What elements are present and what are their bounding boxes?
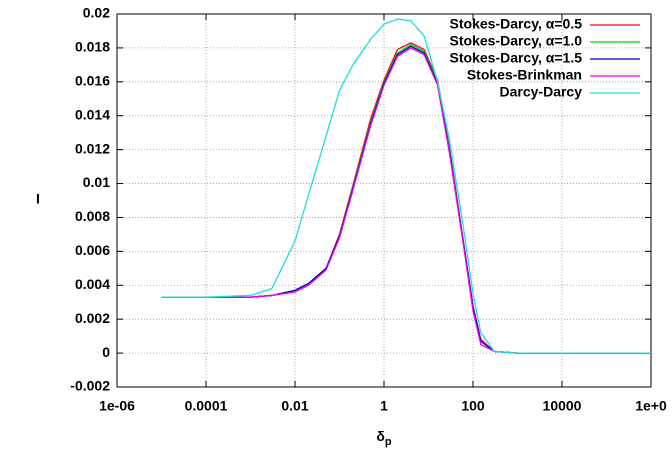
y-tick-label: -0.002 — [70, 378, 110, 394]
legend-label: Darcy-Darcy — [500, 84, 583, 100]
y-tick-label: 0.012 — [75, 140, 110, 156]
y-tick-label: 0.008 — [75, 208, 110, 224]
legend-label: Stokes-Darcy, α=1.5 — [450, 50, 583, 66]
x-axis-label-sub: p — [385, 436, 392, 448]
series-line — [161, 18, 651, 354]
y-tick-label: 0.014 — [75, 106, 110, 122]
x-tick-label: 1e+0 — [635, 398, 667, 414]
y-tick-label: 0.01 — [83, 174, 110, 190]
y-tick-label: 0.004 — [75, 276, 110, 292]
y-tick-label: 0.002 — [75, 310, 110, 326]
legend-label: Stokes-Brinkman — [467, 67, 582, 83]
x-tick-label: 10000 — [543, 398, 582, 414]
x-tick-label: 100 — [461, 398, 485, 414]
x-axis-label-main: δ — [376, 428, 385, 444]
y-tick-label: 0.018 — [75, 39, 110, 55]
x-tick-label: 1e-06 — [99, 398, 135, 414]
x-tick-label: 0.01 — [281, 398, 308, 414]
y-axis-label: I — [36, 191, 40, 207]
x-axis-label: δp — [376, 428, 392, 448]
y-tick-label: 0 — [102, 344, 110, 360]
y-tick-label: 0.02 — [83, 5, 110, 21]
x-tick-label: 1 — [380, 398, 388, 414]
x-tick-label: 0.0001 — [185, 398, 228, 414]
y-tick-label: 0.006 — [75, 242, 110, 258]
legend-label: Stokes-Darcy, α=0.5 — [450, 16, 583, 32]
y-tick-label: 0.016 — [75, 73, 110, 89]
legend-label: Stokes-Darcy, α=1.0 — [450, 33, 583, 49]
